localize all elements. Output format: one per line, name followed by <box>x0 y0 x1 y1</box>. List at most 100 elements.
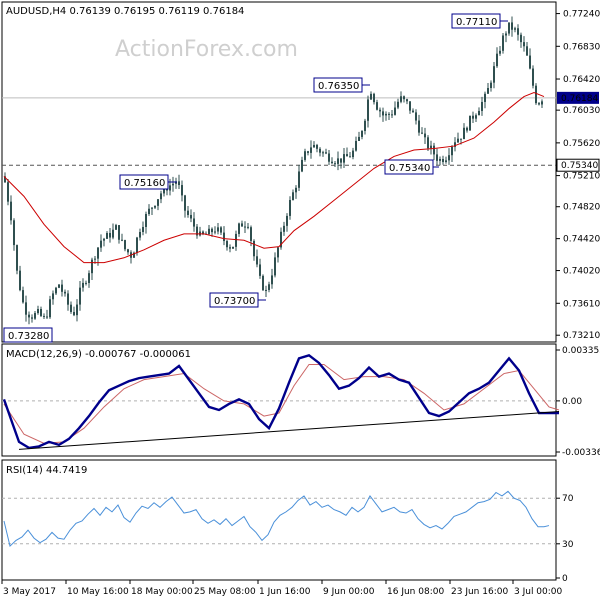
macd-tick-label: 0.003353 <box>562 346 600 356</box>
rsi-y-axis: 70 30 0 <box>556 494 574 584</box>
macd-panel-frame <box>1 343 557 457</box>
candle-body <box>25 302 27 315</box>
candle-body <box>202 231 204 234</box>
candle-body <box>445 160 447 163</box>
candle-body <box>394 107 396 115</box>
macd-title: MACD(12,26,9) -0.000767 -0.000061 <box>6 349 191 360</box>
candle-body <box>70 304 72 312</box>
macd-trendline <box>18 411 560 450</box>
candle-body <box>466 127 468 131</box>
candle-body <box>304 151 306 160</box>
rsi-line <box>3 490 550 548</box>
candle-body <box>355 140 357 151</box>
candle-body <box>439 158 441 161</box>
x-tick-label: 16 Jun 08:00 <box>387 587 444 597</box>
candle-body <box>58 284 60 288</box>
price-tick-label: 0.77240 <box>563 10 600 20</box>
price-y-axis: 0.77240 0.76830 0.76420 0.76030 0.75620 0.752… <box>556 10 600 341</box>
candle-body <box>448 155 450 161</box>
candle-body <box>385 113 387 116</box>
candle-body <box>457 138 459 143</box>
candle-body <box>136 237 138 253</box>
price-tick-label: 0.76830 <box>563 42 600 52</box>
candle-body <box>10 201 12 221</box>
price-tick-label: 0.76030 <box>563 106 600 116</box>
candle-body <box>259 264 261 276</box>
price-tick-label: 0.73210 <box>563 331 600 341</box>
candle-body <box>82 282 84 288</box>
price-levels: 0.76184 0.75340 <box>2 91 600 172</box>
candle-body <box>382 111 384 116</box>
candle-body <box>427 137 429 149</box>
candle-body <box>214 231 216 233</box>
candle-body <box>211 228 213 233</box>
candle-body <box>34 313 36 319</box>
candle-body <box>418 120 420 133</box>
candle-body <box>244 226 246 228</box>
candle-body <box>76 304 78 316</box>
support-level-marker <box>556 158 600 172</box>
candle-body <box>442 158 444 163</box>
candle-body <box>310 147 312 153</box>
candle-body <box>181 185 183 196</box>
candle-body <box>109 233 111 238</box>
candle-body <box>496 53 498 67</box>
candle-body <box>103 238 105 241</box>
candle-body <box>370 93 372 100</box>
candle-body <box>268 284 270 290</box>
candle-body <box>178 181 180 186</box>
candle-body <box>412 110 414 113</box>
candle-body <box>241 223 243 227</box>
candle-body <box>295 187 297 193</box>
candle-body <box>40 309 42 316</box>
macd-signal-line <box>3 363 560 444</box>
candle-body <box>154 205 156 208</box>
candle-body <box>88 273 90 283</box>
annotation-label: 0.75160 <box>124 178 165 189</box>
price-annotations: 0.73280 0.75160 0.73700 0.76350 0.75340 0.771… <box>3 13 508 343</box>
rsi-panel-frame <box>1 459 557 581</box>
candle-body <box>250 227 252 241</box>
candle-body <box>388 113 390 115</box>
candle-body <box>358 136 360 141</box>
candle-body <box>73 311 75 316</box>
candle-body <box>145 214 147 227</box>
candle-body <box>28 314 30 318</box>
candle-body <box>52 293 54 300</box>
candle-body <box>100 240 102 248</box>
candle-body <box>22 290 24 303</box>
candle-body <box>391 114 393 116</box>
candle-body <box>49 299 51 318</box>
candle-body <box>247 226 249 228</box>
macd-tick-label: -0.003369 <box>562 448 600 458</box>
annotation-label: 0.73700 <box>214 296 255 307</box>
candle-body <box>169 185 171 191</box>
price-tick-label: 0.75620 <box>563 139 600 149</box>
candle-body <box>238 223 240 234</box>
candle-body <box>361 130 363 137</box>
candle-body <box>208 228 210 235</box>
candle-body <box>16 245 18 271</box>
candle-body <box>523 42 525 47</box>
candle-body <box>121 239 123 241</box>
candle-body <box>196 226 198 236</box>
candle-body <box>490 82 492 89</box>
candle-body <box>373 93 375 103</box>
candle-body <box>301 159 303 172</box>
candle-body <box>262 275 264 291</box>
candle-body <box>379 109 381 112</box>
candle-body <box>229 247 231 249</box>
candle-body <box>340 158 342 163</box>
price-panel-frame <box>1 1 557 343</box>
candle-body <box>325 152 327 154</box>
candle-body <box>316 144 318 149</box>
price-panel: ActionForex.com AUDUSD,H4 0.76139 0.7619… <box>1 1 600 343</box>
candle-body <box>508 22 510 34</box>
candle-body <box>193 218 195 227</box>
candle-body <box>280 231 282 248</box>
candle-body <box>478 110 480 116</box>
candle-body <box>346 154 348 157</box>
current-price-label: 0.76184 <box>561 94 598 104</box>
candle-body <box>187 210 189 215</box>
candle-body <box>493 66 495 83</box>
